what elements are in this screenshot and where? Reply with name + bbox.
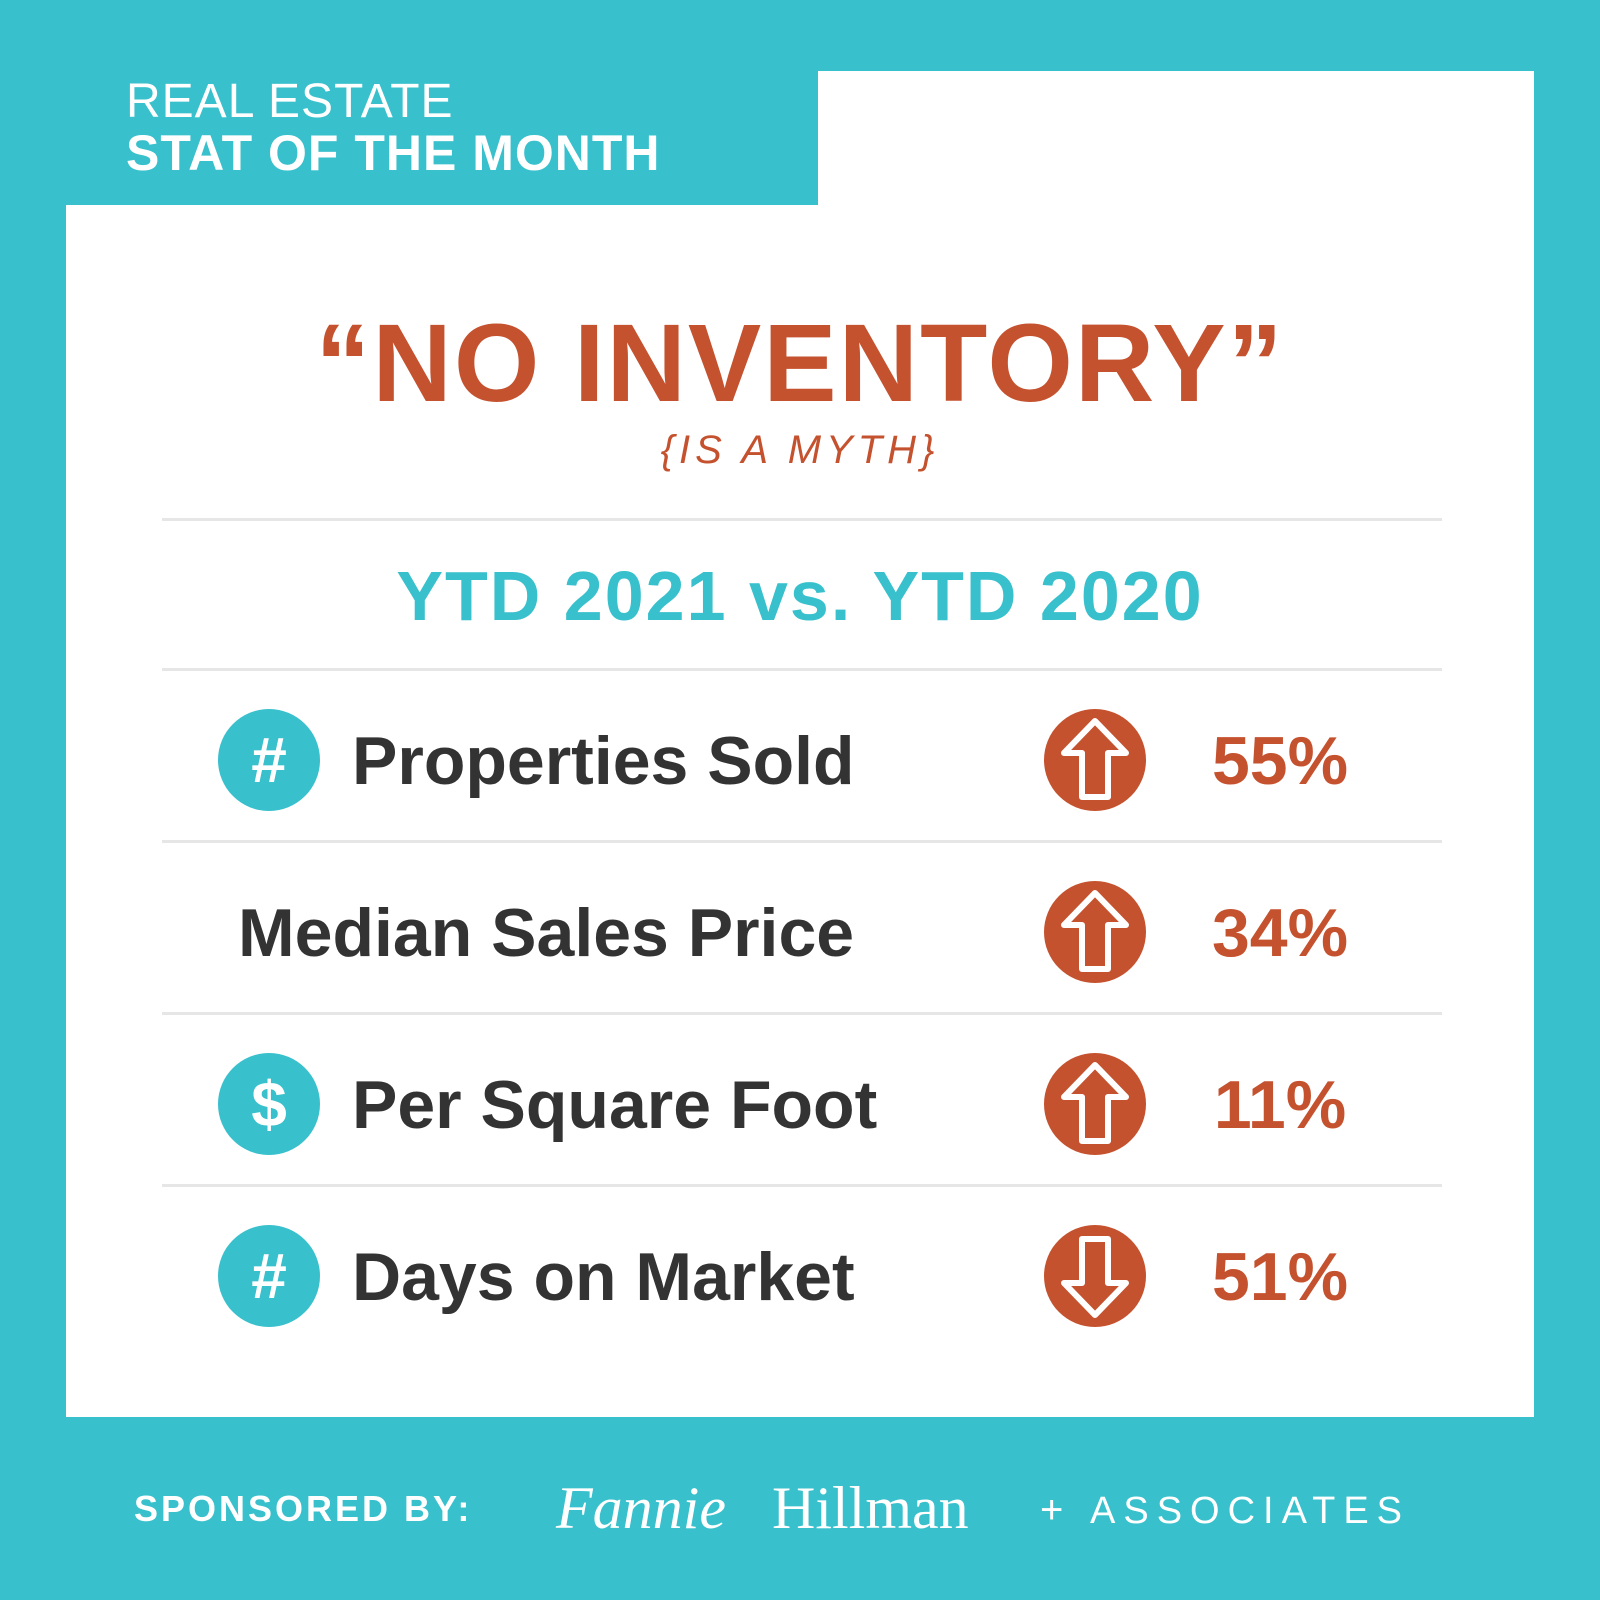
sponsor-logo-first: Fannie <box>556 1475 726 1541</box>
stat-value: 11% <box>1213 1067 1347 1143</box>
divider <box>162 1012 1442 1015</box>
hash-icon: # <box>218 709 320 811</box>
sponsor-logo-last: Hillman <box>772 1475 969 1541</box>
divider <box>162 840 1442 843</box>
stat-row-properties-sold: # Properties Sold 55% <box>0 684 1600 834</box>
stat-label: Median Sales Price <box>238 895 855 971</box>
arrow-down-icon <box>1044 1225 1146 1327</box>
sponsored-label: SPONSORED BY: <box>134 1488 473 1529</box>
stat-label: Per Square Foot <box>352 1067 878 1143</box>
dollar-icon: $ <box>218 1053 320 1155</box>
stat-label: Properties Sold <box>352 723 855 799</box>
divider <box>162 668 1442 671</box>
arrow-up-icon <box>1044 709 1146 811</box>
divider <box>162 518 1442 521</box>
arrow-up-icon <box>1044 881 1146 983</box>
headline: “NO INVENTORY” <box>315 302 1285 425</box>
sponsor-logo-suffix: ASSOCIATES <box>1090 1490 1411 1532</box>
arrow-up-icon <box>1044 1053 1146 1155</box>
comparison-title: YTD 2021 vs. YTD 2020 <box>396 557 1204 635</box>
subheadline: {IS A MYTH} <box>660 428 940 472</box>
footer: SPONSORED BY: Fannie Hillman + ASSOCIATE… <box>0 1475 1600 1550</box>
stat-value: 34% <box>1211 895 1349 971</box>
sponsor-logo-plus: + <box>1040 1488 1064 1532</box>
header-title-line1: REAL ESTATE <box>126 75 454 128</box>
divider <box>162 1184 1442 1187</box>
header-tab: REAL ESTATE STAT OF THE MONTH <box>0 0 818 205</box>
stat-label: Days on Market <box>352 1239 855 1315</box>
stat-value: 55% <box>1211 723 1349 799</box>
header-title-line2: STAT OF THE MONTH <box>126 125 661 181</box>
stat-row-median-sales-price: Median Sales Price 34% <box>0 856 1600 1006</box>
hash-icon: # <box>218 1225 320 1327</box>
stat-row-per-square-foot: $ Per Square Foot 11% <box>0 1028 1600 1178</box>
stat-value: 51% <box>1211 1239 1349 1315</box>
stat-row-days-on-market: # Days on Market 51% <box>0 1200 1600 1350</box>
